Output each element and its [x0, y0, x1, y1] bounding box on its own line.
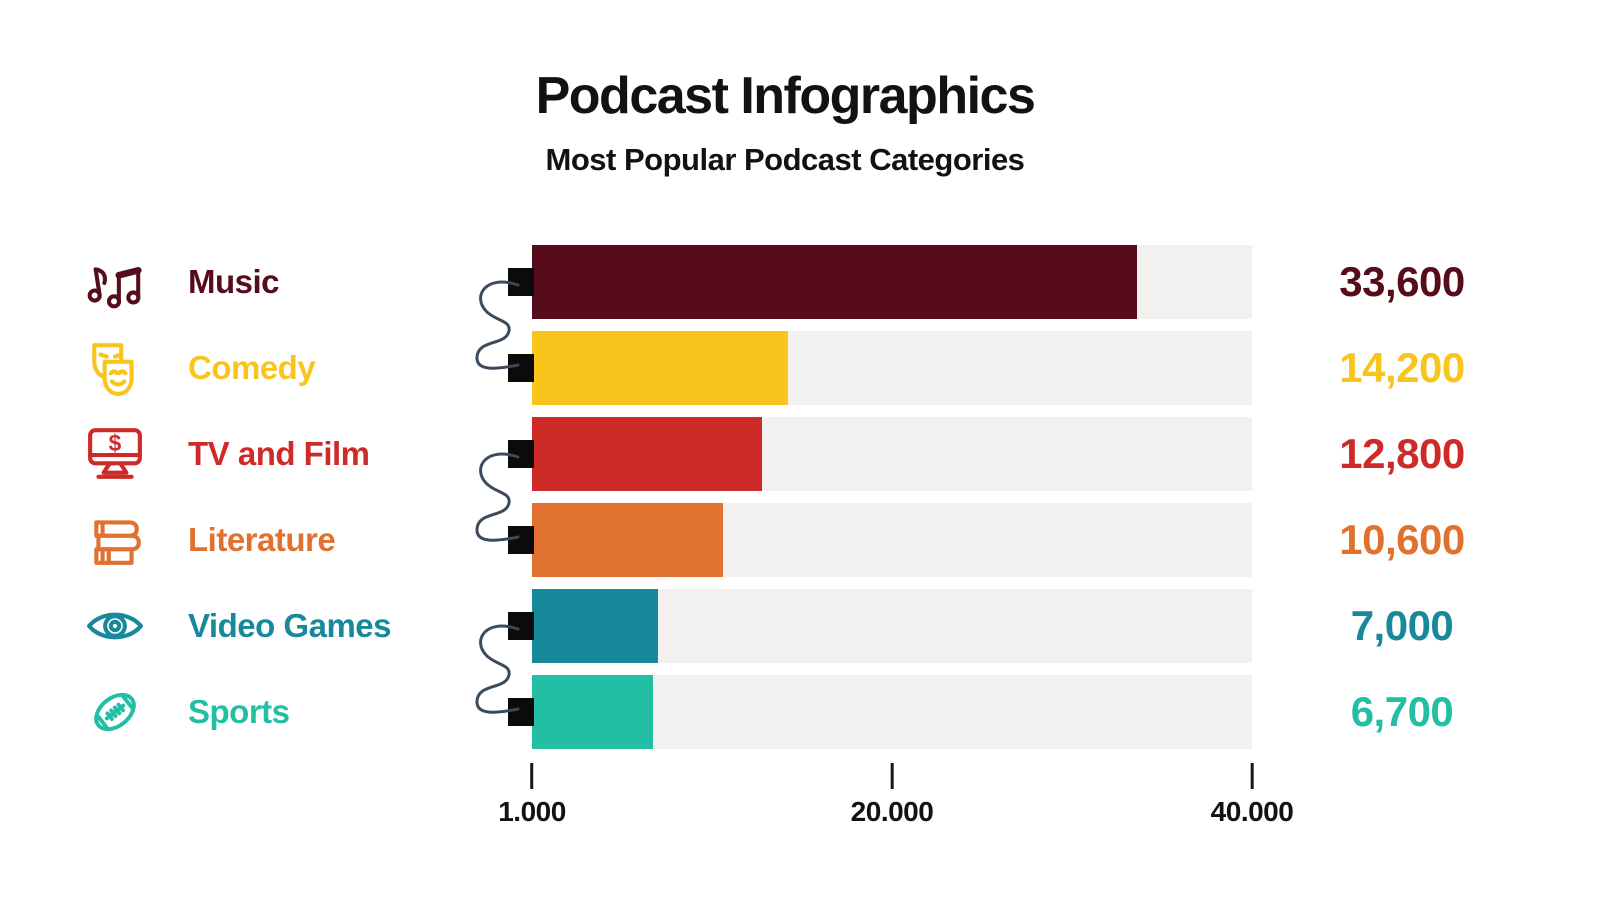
cable-plug-icon — [508, 440, 534, 468]
x-axis: 1.000 20.000 40.000 — [498, 763, 1294, 833]
category-row-video-games: Video Games 7,000 — [82, 589, 1552, 663]
bar-fill-music — [532, 245, 1137, 319]
tick-mark — [530, 763, 534, 789]
bar-fill-comedy — [532, 331, 788, 405]
cable-plug-icon — [508, 268, 534, 296]
eye-icon — [82, 589, 148, 663]
category-row-comedy: Comedy 14,200 — [82, 331, 1552, 405]
category-label: TV and Film — [188, 435, 370, 472]
axis-tick-1000: 1.000 — [498, 763, 566, 828]
bar-track — [508, 503, 1252, 577]
category-label: Video Games — [188, 607, 392, 644]
category-label: Comedy — [188, 349, 316, 386]
axis-tick-40000: 40.000 — [1211, 763, 1294, 828]
cable-plug-icon — [508, 612, 534, 640]
football-icon — [82, 675, 148, 749]
page-subtitle: Most Popular Podcast Categories — [545, 142, 1025, 177]
bar-fill-sports — [532, 675, 653, 749]
category-row-music: Music 33,600 — [82, 245, 1552, 319]
bar-fill-literature — [532, 503, 723, 577]
category-row-tv-and-film: $ TV and Film 12,800 — [82, 417, 1552, 491]
category-row-sports: Sports 6,700 — [82, 675, 1552, 749]
music-notes-icon — [82, 245, 148, 319]
cable-plug-icon — [508, 526, 534, 554]
bar-fill-video-games — [532, 589, 658, 663]
bar-track — [508, 589, 1252, 663]
bar-track — [508, 245, 1252, 319]
cable-plug-icon — [508, 698, 534, 726]
tick-mark — [1250, 763, 1254, 789]
value-label: 6,700 — [1350, 688, 1454, 735]
bar-fill-tv-and-film — [532, 417, 763, 491]
tick-label: 1.000 — [498, 796, 566, 827]
bar-track — [508, 675, 1252, 749]
value-label: 10,600 — [1339, 516, 1465, 563]
tick-label: 20.000 — [850, 796, 934, 827]
bar-track — [508, 417, 1252, 491]
tick-label: 40.000 — [1210, 796, 1294, 827]
value-label: 14,200 — [1339, 344, 1465, 391]
tv-dollar-icon: $ — [82, 417, 148, 491]
value-label: 33,600 — [1339, 258, 1465, 305]
chart-rows: Music 33,600 Comedy — [82, 245, 1552, 749]
category-label: Sports — [188, 693, 290, 730]
tick-mark — [890, 763, 894, 789]
page-title: Podcast Infographics — [535, 67, 1036, 125]
category-label: Music — [188, 263, 280, 300]
category-row-literature: Literature 10,600 — [82, 503, 1552, 577]
category-label: Literature — [188, 521, 336, 558]
cable-plug-icon — [508, 354, 534, 382]
bar-chart: Music 33,600 Comedy — [82, 245, 1552, 749]
value-label: 12,800 — [1339, 430, 1465, 477]
svg-text:$: $ — [109, 430, 122, 456]
bar-track — [508, 331, 1252, 405]
value-label: 7,000 — [1350, 602, 1454, 649]
axis-tick-20000: 20.000 — [851, 763, 934, 828]
books-icon — [82, 503, 148, 577]
comedy-masks-icon — [82, 331, 148, 405]
